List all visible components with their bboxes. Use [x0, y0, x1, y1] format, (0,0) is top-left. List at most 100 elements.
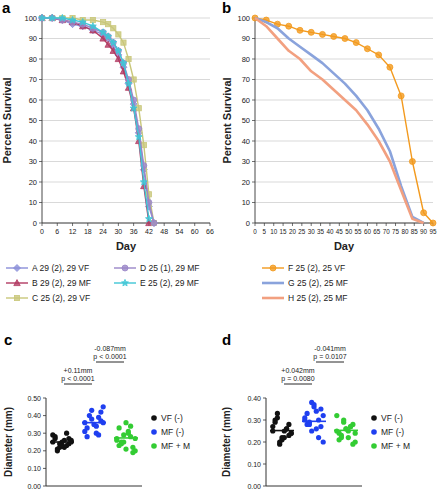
grid-line: [42, 161, 210, 162]
tick-label: 10: [242, 198, 250, 207]
tick-label: 35: [317, 228, 325, 235]
series-line: [42, 18, 154, 223]
legend-label: F 25 (2), 25 VF: [288, 263, 345, 273]
tick-label: 0.10: [27, 465, 41, 472]
data-point: [123, 446, 128, 451]
legend-label: G 25 (2), 25 MF: [288, 278, 348, 288]
data-point: [49, 15, 55, 21]
tick-label: 20: [29, 178, 37, 187]
legend-marker: [151, 443, 157, 449]
legend-label: B 29 (2), 29 MF: [32, 278, 91, 288]
mean-line: [82, 422, 106, 424]
data-point: [151, 220, 158, 227]
legend-marker: [371, 415, 377, 421]
data-point: [353, 40, 359, 46]
tick-label: 70: [29, 75, 37, 84]
grid-line: [255, 161, 433, 162]
annotation: -0.087mm: [94, 345, 126, 352]
legend-entry: C 25 (2), 29 VF: [6, 293, 90, 303]
legend-label: VF (-): [161, 413, 183, 423]
data-point: [364, 46, 370, 52]
data-point: [311, 402, 316, 407]
annotation: p < 0.0001: [93, 353, 126, 361]
legend-entry: MF + M: [151, 441, 190, 451]
data-point: [87, 413, 92, 418]
tick-label: 0.40: [27, 412, 41, 419]
grid-line: [255, 18, 433, 19]
data-point: [331, 33, 337, 39]
y-axis: [266, 398, 267, 486]
data-point: [430, 220, 436, 226]
tick-label: 70: [383, 228, 391, 235]
data-point: [297, 27, 303, 33]
data-point: [89, 23, 96, 30]
legend-entry: VF (-): [371, 413, 403, 423]
tick-label: 40: [29, 137, 37, 146]
tick-label: 18: [84, 228, 92, 235]
tick-label: 85: [411, 228, 419, 235]
data-point: [307, 422, 312, 427]
data-point: [85, 434, 90, 439]
legend-entry: G 25 (2), 25 MF: [262, 278, 348, 288]
data-point: [98, 409, 103, 414]
tick-label: 100: [24, 14, 37, 23]
data-point: [39, 15, 45, 21]
legend-entry: F 25 (2), 25 VF: [262, 263, 345, 273]
data-point: [120, 60, 127, 67]
data-point: [387, 64, 393, 70]
data-point: [135, 133, 142, 140]
legend-label: C 25 (2), 29 VF: [32, 293, 90, 303]
data-point: [128, 424, 133, 429]
legend-entry: H 25 (2), 25 MF: [262, 293, 348, 303]
annotation: -0.041mm: [314, 345, 346, 352]
figure: a010203040506070809010006121824303642485…: [0, 0, 439, 500]
axis-title: Diameter (mm): [3, 407, 14, 477]
annotation: +0.042mm: [281, 367, 314, 374]
tick-label: 0.50: [27, 395, 41, 402]
tick-label: 54: [176, 228, 184, 235]
tick-label: 0.40: [247, 395, 261, 402]
data-point: [348, 424, 353, 429]
data-point: [130, 105, 137, 112]
tick-label: 0.00: [247, 483, 261, 490]
legend-marker: [270, 265, 276, 271]
data-point: [130, 450, 135, 455]
tick-label: 30: [114, 228, 122, 235]
data-point: [289, 431, 294, 436]
panel-letter: b: [222, 0, 231, 16]
x-axis: [266, 486, 362, 487]
data-point: [50, 15, 55, 20]
data-point: [314, 426, 319, 431]
tick-label: 95: [429, 228, 437, 235]
tick-label: 65: [373, 228, 381, 235]
data-point: [353, 431, 358, 436]
panel-letter: d: [222, 331, 231, 348]
axis-title: Percent Survival: [1, 77, 13, 163]
data-point: [318, 424, 323, 429]
mean-line: [302, 421, 326, 423]
tick-label: 0.20: [247, 439, 261, 446]
data-point: [115, 47, 122, 54]
legend-label: H 25 (2), 25 MF: [288, 293, 348, 303]
data-point: [39, 15, 44, 20]
annotation: p = 0.0107: [313, 353, 346, 361]
legend-marker: [371, 443, 377, 449]
data-point: [342, 36, 348, 42]
series-line: [42, 18, 154, 223]
data-point: [275, 415, 280, 420]
grid-line: [42, 182, 210, 183]
grid-line: [255, 59, 433, 60]
data-point: [339, 435, 344, 440]
mean-line: [270, 430, 294, 432]
grid-line: [255, 79, 433, 80]
tick-label: 42: [145, 228, 153, 235]
data-point: [289, 431, 294, 436]
data-point: [273, 420, 278, 425]
tick-label: 50: [345, 228, 353, 235]
legend-label: MF (-): [161, 427, 184, 437]
grid-line: [42, 141, 210, 142]
legend-marker: [122, 265, 128, 271]
data-point: [123, 420, 128, 425]
grid-line: [255, 223, 433, 224]
bracket: [316, 362, 344, 363]
